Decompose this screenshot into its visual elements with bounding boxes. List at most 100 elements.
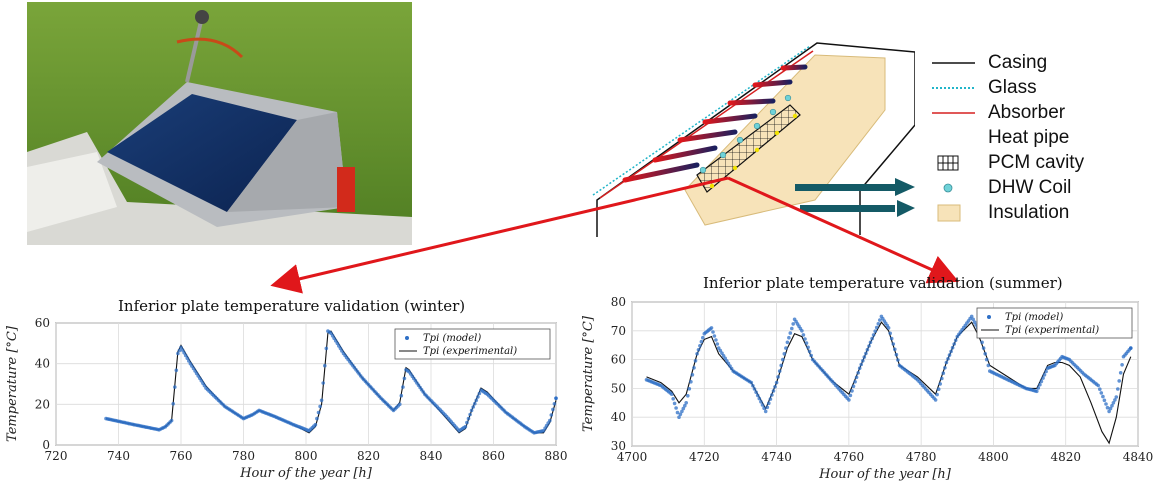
series-point-model: [1101, 394, 1105, 399]
legend-label: Absorber: [988, 102, 1066, 123]
series-point-model: [749, 380, 754, 385]
series-point-model: [891, 342, 896, 346]
y-tick-label: 60: [611, 353, 626, 367]
series-point-model: [1116, 387, 1120, 391]
series-point-model: [803, 337, 807, 341]
series-point-model: [318, 404, 322, 409]
series-point-model: [1098, 387, 1102, 391]
winter-chart-plot: 720 740 760 780 800 820 840 860 880 0 20 40 60 Tpi (m…: [5, 316, 568, 481]
series-point-model: [693, 359, 698, 363]
y-tick-label: 40: [611, 410, 626, 424]
y-axis-label: Temperature [°C]: [5, 325, 20, 442]
series-point-model: [552, 402, 557, 406]
x-tick-label: 4800: [978, 450, 1009, 464]
series-point-model: [675, 410, 680, 415]
series-point-model: [933, 398, 938, 402]
series-point-model: [720, 351, 724, 355]
series-point-model: [870, 336, 874, 341]
y-tick-label: 0: [42, 438, 50, 452]
series-point-model: [398, 402, 402, 407]
x-tick-label: 880: [545, 449, 568, 463]
series-point-model: [867, 344, 871, 348]
x-tick-label: 4700: [617, 450, 648, 464]
x-axis-label: Hour of the year [h]: [818, 467, 952, 482]
series-point-model: [857, 366, 862, 370]
series-point-model: [177, 348, 182, 353]
legend-label-model: Tpi (model): [1005, 312, 1063, 323]
series-point-model: [853, 380, 857, 384]
legend-glass: Glass: [930, 77, 1145, 99]
series-point-model: [169, 418, 174, 423]
series-point-model: [692, 366, 696, 370]
x-tick-label: 800: [295, 449, 318, 463]
series-point-model: [762, 406, 766, 410]
series-point-model: [757, 396, 762, 401]
series-point-model: [476, 395, 480, 399]
series-point-model: [751, 384, 755, 388]
series-point-model: [754, 390, 758, 394]
series-point-model: [785, 340, 790, 345]
x-tick-label: 4840: [1123, 450, 1153, 464]
series-point-model: [1096, 383, 1100, 388]
series-point-model: [1110, 403, 1114, 408]
series-point-model: [313, 422, 318, 427]
series-point-model: [171, 402, 175, 406]
series-point-model: [1117, 379, 1121, 383]
series-point-model: [1104, 402, 1108, 406]
series-point-model: [1114, 395, 1119, 399]
series-point-model: [677, 415, 681, 419]
series-point-model: [1099, 391, 1104, 395]
series-point-model: [763, 409, 768, 414]
series-point-model: [868, 340, 873, 345]
legend-label-experimental: Tpi (experimental): [423, 346, 517, 357]
schematic-legend: Casing Glass Absorber Heat pipe PCM cavi…: [930, 52, 1145, 232]
series-point-model: [335, 341, 340, 346]
series-point-model: [771, 389, 776, 393]
series-point-model: [953, 338, 958, 343]
series-point-model: [969, 314, 974, 319]
series-point-model: [768, 397, 773, 401]
series-point-model: [981, 346, 986, 350]
series-point-model: [319, 398, 324, 403]
series-point-model: [324, 346, 329, 351]
series-point-model: [752, 387, 757, 391]
chart-legend: [394, 328, 551, 360]
series-point-model: [806, 345, 810, 350]
series-point-model: [774, 380, 779, 385]
series-point-model: [471, 405, 476, 409]
series-point-model: [787, 335, 791, 340]
series-point-model: [893, 347, 897, 352]
legend-marker-model: [987, 315, 991, 319]
series-point-model: [1105, 405, 1110, 410]
dhw-coil-icon: [943, 183, 953, 193]
series-point-model: [466, 416, 471, 421]
series-point-model: [767, 401, 771, 405]
insulation-icon: [937, 204, 961, 222]
series-point-model: [759, 400, 763, 404]
casing-line-icon: [932, 62, 975, 64]
x-tick-label: 4740: [761, 450, 792, 464]
series-point-model: [1042, 373, 1047, 377]
series-point-model: [699, 339, 704, 344]
series-point-model: [781, 357, 785, 362]
series-point-model: [1113, 398, 1117, 402]
y-tick-label: 40: [35, 357, 50, 371]
series-point-model: [681, 406, 686, 411]
series-point-model: [941, 371, 946, 375]
series-point-model: [176, 351, 180, 356]
y-axis-label: Temperature [°C]: [581, 315, 596, 432]
series-point-model: [463, 424, 468, 429]
series-point-model: [678, 412, 683, 417]
series-point-model: [980, 340, 984, 345]
series-point-model: [1039, 379, 1044, 384]
series-point-model: [723, 356, 727, 361]
series-point-model: [401, 385, 405, 389]
series-point-model: [670, 392, 674, 396]
series-point-model: [784, 346, 788, 350]
series-point-model: [848, 393, 853, 398]
series-point-model: [541, 429, 546, 433]
series-point-model: [946, 357, 950, 361]
x-tick-label: 780: [232, 449, 255, 463]
x-tick-label: 820: [357, 449, 380, 463]
x-tick-label: 840: [420, 449, 443, 463]
